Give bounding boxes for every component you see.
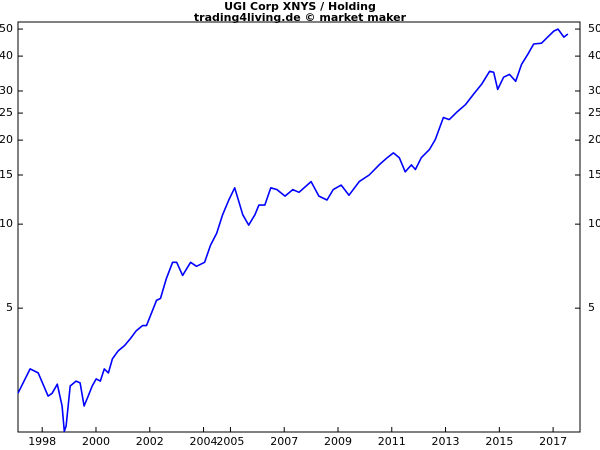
x-tick-label: 2007 [270,435,298,448]
x-tick-label: 1998 [28,435,56,448]
y-tick-label: 15 [0,168,13,181]
y-tick-label-right: 20 [588,133,600,146]
price-line [17,28,569,433]
x-tick-label: 2017 [539,435,567,448]
y-tick-label: 40 [0,49,13,62]
chart-subtitle: trading4living.de © market maker [194,11,407,24]
plot-frame [17,21,581,433]
y-tick-label-right: 30 [588,84,600,97]
y-tick-label: 5 [6,301,13,314]
x-tick-label: 2002 [136,435,164,448]
y-tick-label-right: 25 [588,106,600,119]
y-tick-label-right: 5 [588,301,595,314]
y-tick-label-right: 50 [588,22,600,35]
x-tick-label: 2009 [324,435,352,448]
x-tick-label: 2004 [190,435,218,448]
y-tick-label-right: 40 [588,49,600,62]
y-tick-label-right: 10 [588,217,600,230]
y-tick-label: 30 [0,84,13,97]
y-tick-label: 50 [0,22,13,35]
x-tick-label: 2015 [485,435,513,448]
y-tick-label-right: 15 [588,168,600,181]
chart-title: UGI Corp XNYS / Holding [224,0,376,13]
x-tick-label: 2005 [216,435,244,448]
y-tick-label: 25 [0,106,13,119]
y-tick-label: 20 [0,133,13,146]
x-tick-label: 2000 [82,435,110,448]
x-tick-label: 2011 [378,435,406,448]
x-tick-label: 2013 [432,435,460,448]
y-tick-label: 10 [0,217,13,230]
